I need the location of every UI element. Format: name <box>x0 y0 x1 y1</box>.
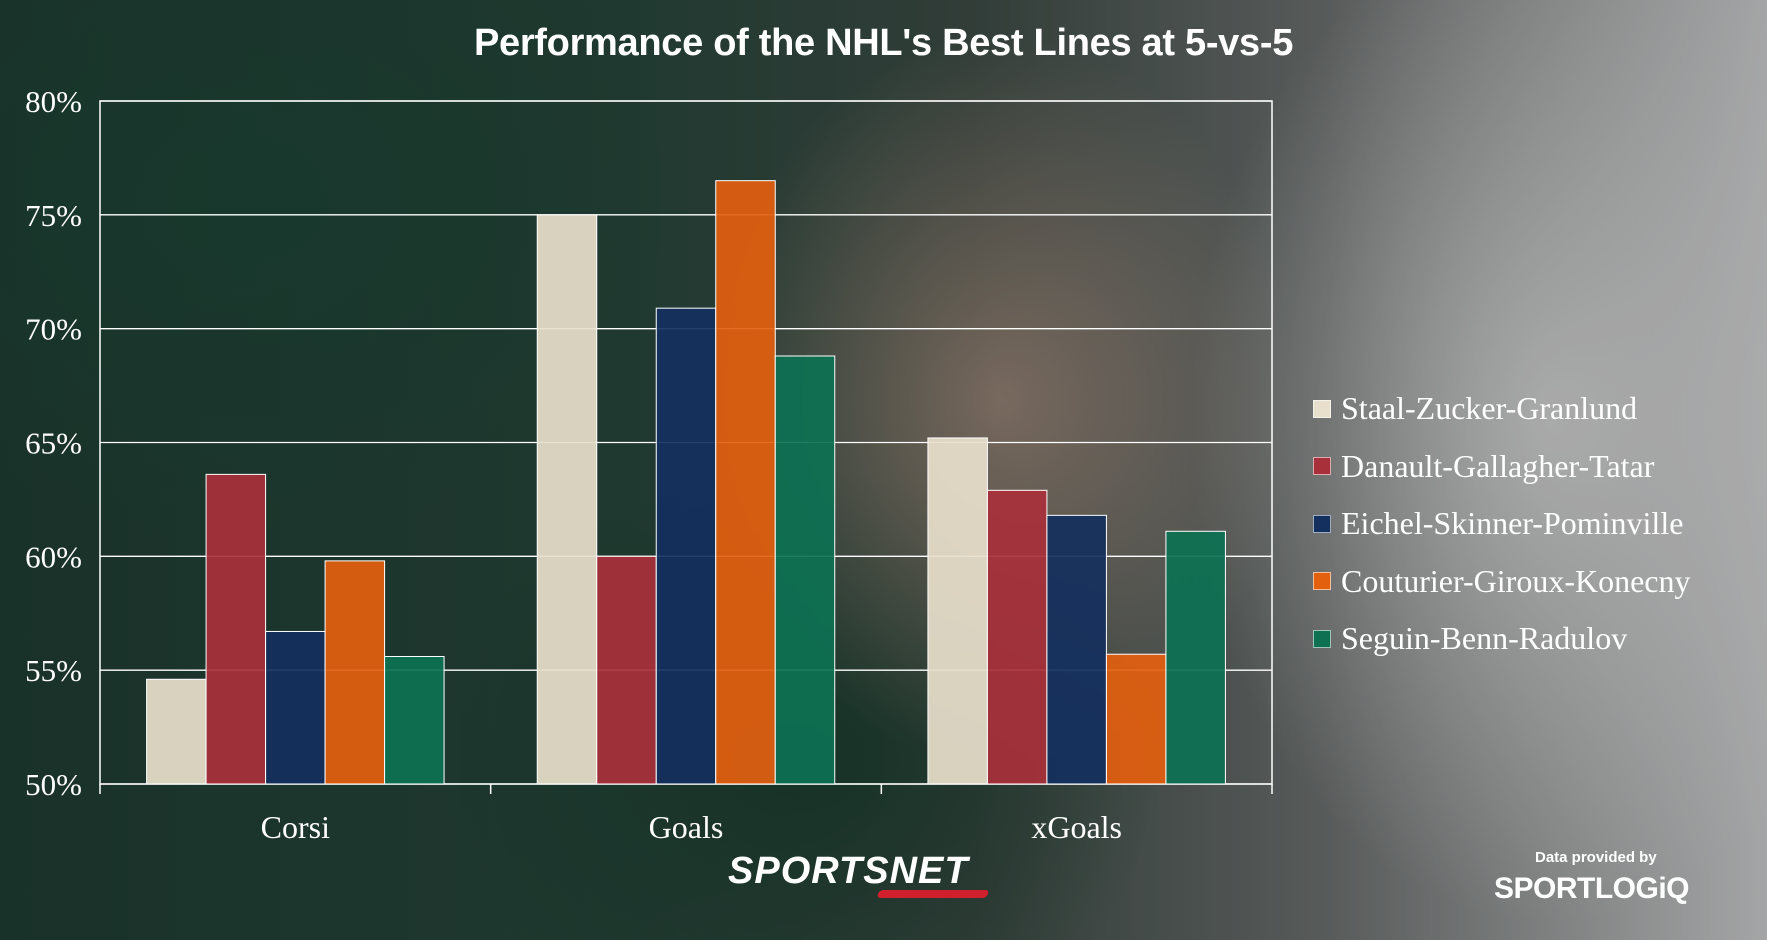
bar <box>536 214 598 785</box>
x-tick-label: xGoals <box>1031 809 1122 845</box>
y-tick-label: 50% <box>25 767 82 802</box>
chart-legend: Staal-Zucker-Granlund Danault-Gallagher-T… <box>1313 380 1690 668</box>
legend-label: Seguin-Benn-Radulov <box>1341 620 1628 657</box>
sportsnet-logo: SPORTSNET <box>728 850 990 898</box>
legend-swatch <box>1313 457 1331 476</box>
legend-item: Danault-Gallagher-Tatar <box>1313 438 1690 496</box>
sportsnet-logo-text: SPORTSNET <box>728 850 969 892</box>
bar <box>1165 530 1226 785</box>
bar <box>986 489 1048 785</box>
bar <box>596 555 657 785</box>
legend-label: Couturier-Giroux-Konecny <box>1341 562 1691 599</box>
bar <box>384 656 445 785</box>
y-tick-label: 60% <box>25 539 82 574</box>
legend-item: Eichel-Skinner-Pominville <box>1313 495 1690 553</box>
legend-item: Staal-Zucker-Granlund <box>1313 380 1690 438</box>
bar <box>927 437 988 785</box>
legend-swatch <box>1313 572 1331 591</box>
bar <box>1105 653 1167 785</box>
bar <box>774 355 836 785</box>
legend-label: Danault-Gallagher-Tatar <box>1341 447 1655 484</box>
legend-label: Eichel-Skinner-Pominville <box>1341 505 1684 542</box>
bar <box>205 473 267 785</box>
sportlogiq-logo: SPORTLOGiQ <box>1494 872 1690 905</box>
bar <box>146 678 207 785</box>
bar <box>655 307 717 785</box>
legend-item: Seguin-Benn-Radulov <box>1313 610 1690 668</box>
bar <box>715 180 776 785</box>
y-tick-label: 55% <box>25 653 82 688</box>
legend-swatch <box>1313 399 1331 418</box>
data-provided-label: Data provided by <box>1535 849 1657 866</box>
bar <box>1046 514 1107 785</box>
chart-title: Performance of the NHL's Best Lines at 5… <box>473 22 1294 64</box>
x-tick-label: Corsi <box>261 809 330 845</box>
legend-label: Staal-Zucker-Granlund <box>1341 390 1638 427</box>
y-tick-label: 75% <box>25 198 82 233</box>
legend-swatch <box>1313 514 1331 533</box>
legend-item: Couturier-Giroux-Konecny <box>1313 553 1690 611</box>
bar <box>324 560 386 785</box>
legend-swatch <box>1313 629 1331 648</box>
y-tick-label: 80% <box>25 84 82 119</box>
x-tick-label: Goals <box>649 809 724 845</box>
y-tick-label: 70% <box>25 312 82 347</box>
bar <box>265 630 326 785</box>
y-tick-label: 65% <box>25 426 82 461</box>
sportsnet-swoosh-icon <box>876 890 990 898</box>
